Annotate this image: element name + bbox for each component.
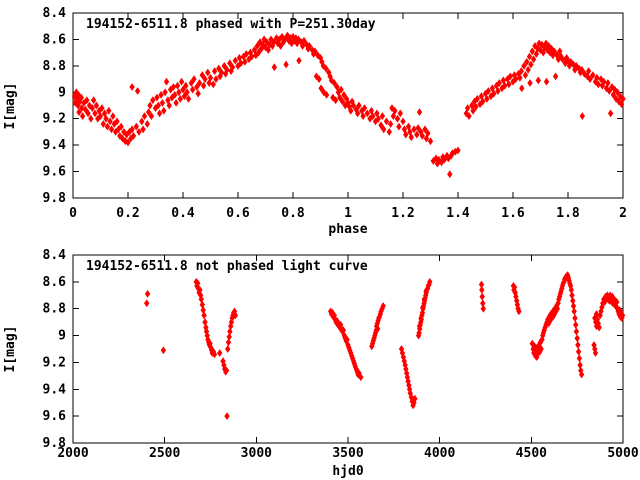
x-tick-label: 2000 bbox=[57, 446, 88, 461]
scatter-points bbox=[144, 271, 626, 421]
unphased-plot-title: 194152-6511.8 not phased light curve bbox=[86, 259, 368, 274]
scatter-points bbox=[71, 31, 626, 179]
x-tick-label: 1.2 bbox=[391, 206, 414, 221]
y-tick-label: 8.6 bbox=[43, 275, 67, 290]
x-tick-label: 4500 bbox=[516, 446, 547, 461]
unphased-y-axis-label: I[mag] bbox=[3, 326, 18, 373]
x-tick-label: 1 bbox=[344, 206, 352, 221]
x-tick-label: 0 bbox=[69, 206, 77, 221]
y-tick-label: 9.6 bbox=[43, 409, 67, 424]
unphased-light-curve-panel: 194152-6511.8 not phased light curve I[m… bbox=[3, 248, 639, 479]
y-tick-label: 8.6 bbox=[43, 32, 67, 47]
x-tick-label: 2 bbox=[619, 206, 627, 221]
y-tick-label: 9.8 bbox=[43, 191, 67, 206]
x-tick-label: 0.4 bbox=[171, 206, 195, 221]
y-tick-label: 9.2 bbox=[43, 355, 66, 370]
x-tick-label: 0.2 bbox=[116, 206, 139, 221]
x-tick-label: 5000 bbox=[607, 446, 638, 461]
y-tick-label: 9 bbox=[58, 85, 66, 100]
x-tick-label: 1.8 bbox=[556, 206, 580, 221]
y-tick-label: 8.4 bbox=[43, 6, 67, 21]
phased-plot-title: 194152-6511.8 phased with P=251.30day bbox=[86, 17, 376, 32]
phased-x-axis-label: phase bbox=[328, 222, 367, 237]
x-tick-label: 4000 bbox=[424, 446, 455, 461]
y-tick-label: 8.8 bbox=[43, 302, 67, 317]
x-tick-label: 1.4 bbox=[446, 206, 470, 221]
x-tick-label: 3000 bbox=[241, 446, 272, 461]
y-tick-label: 8.4 bbox=[43, 248, 67, 263]
y-tick-label: 9.4 bbox=[43, 382, 67, 397]
x-tick-label: 2500 bbox=[149, 446, 180, 461]
x-tick-label: 3500 bbox=[332, 446, 363, 461]
y-tick-label: 8.8 bbox=[43, 59, 67, 74]
x-tick-label: 0.8 bbox=[281, 206, 305, 221]
unphased-x-axis-label: hjd0 bbox=[332, 464, 363, 479]
phased-light-curve-panel: 194152-6511.8 phased with P=251.30day I[… bbox=[3, 6, 627, 237]
y-tick-label: 9.4 bbox=[43, 138, 67, 153]
y-tick-label: 9.8 bbox=[43, 436, 67, 451]
x-tick-label: 0.6 bbox=[226, 206, 250, 221]
phased-y-axis-label: I[mag] bbox=[3, 83, 18, 130]
y-tick-label: 9 bbox=[58, 329, 66, 344]
y-tick-label: 9.2 bbox=[43, 112, 66, 127]
y-tick-label: 9.6 bbox=[43, 165, 67, 180]
x-tick-label: 1.6 bbox=[501, 206, 525, 221]
